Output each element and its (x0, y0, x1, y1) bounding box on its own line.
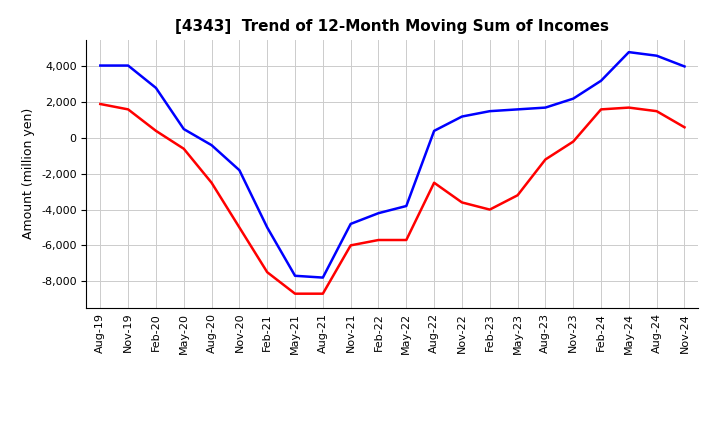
Ordinary Income (485, 109, 494, 114)
Net Income (96, 101, 104, 106)
Net Income (485, 207, 494, 212)
Ordinary Income (318, 275, 327, 280)
Net Income (318, 291, 327, 296)
Ordinary Income (597, 78, 606, 84)
Ordinary Income (207, 143, 216, 148)
Title: [4343]  Trend of 12-Month Moving Sum of Incomes: [4343] Trend of 12-Month Moving Sum of I… (176, 19, 609, 34)
Net Income (624, 105, 633, 110)
Ordinary Income (541, 105, 550, 110)
Net Income (152, 128, 161, 133)
Ordinary Income (430, 128, 438, 133)
Net Income (430, 180, 438, 185)
Ordinary Income (624, 49, 633, 55)
Ordinary Income (458, 114, 467, 119)
Net Income (569, 139, 577, 144)
Net Income (291, 291, 300, 296)
Line: Ordinary Income: Ordinary Income (100, 52, 685, 278)
Ordinary Income (263, 225, 271, 230)
Ordinary Income (96, 63, 104, 68)
Net Income (402, 237, 410, 242)
Line: Net Income: Net Income (100, 104, 685, 293)
Net Income (179, 146, 188, 151)
Ordinary Income (569, 96, 577, 101)
Ordinary Income (346, 221, 355, 227)
Net Income (346, 243, 355, 248)
Ordinary Income (235, 168, 243, 173)
Net Income (207, 180, 216, 185)
Net Income (235, 225, 243, 230)
Net Income (124, 107, 132, 112)
Net Income (680, 125, 689, 130)
Net Income (374, 237, 383, 242)
Ordinary Income (402, 203, 410, 209)
Ordinary Income (179, 126, 188, 132)
Ordinary Income (124, 63, 132, 68)
Ordinary Income (152, 85, 161, 91)
Net Income (597, 107, 606, 112)
Y-axis label: Amount (million yen): Amount (million yen) (22, 108, 35, 239)
Ordinary Income (680, 64, 689, 69)
Net Income (541, 157, 550, 162)
Net Income (652, 109, 661, 114)
Ordinary Income (374, 210, 383, 216)
Ordinary Income (513, 107, 522, 112)
Net Income (263, 270, 271, 275)
Ordinary Income (652, 53, 661, 59)
Net Income (458, 200, 467, 205)
Ordinary Income (291, 273, 300, 279)
Net Income (513, 193, 522, 198)
